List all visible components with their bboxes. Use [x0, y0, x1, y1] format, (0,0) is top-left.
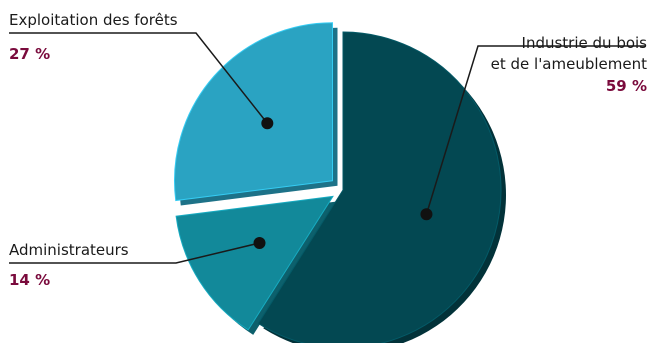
- leader-industrie: [425, 45, 646, 215]
- leader-exploitation-dot: [261, 117, 274, 130]
- slice-industrie: [257, 31, 502, 343]
- slice-administrateurs: [175, 195, 334, 331]
- label-exploitation: Exploitation des forêts: [9, 11, 178, 29]
- percent-administrateurs: 14 %: [9, 271, 51, 289]
- label-industrie-line2: et de l'ameublement: [490, 55, 647, 73]
- percent-exploitation: 27 %: [9, 45, 51, 63]
- label-industrie-line1: Industrie du bois: [521, 34, 647, 52]
- leader-industrie-dot: [420, 208, 433, 221]
- leader-administrateurs: [9, 242, 260, 264]
- label-administrateurs: Administrateurs: [9, 241, 129, 259]
- percent-industrie: 59 %: [605, 77, 647, 95]
- leader-exploitation: [9, 32, 268, 124]
- slice-exploitation: [174, 22, 333, 202]
- leader-administrateurs-dot: [253, 236, 266, 249]
